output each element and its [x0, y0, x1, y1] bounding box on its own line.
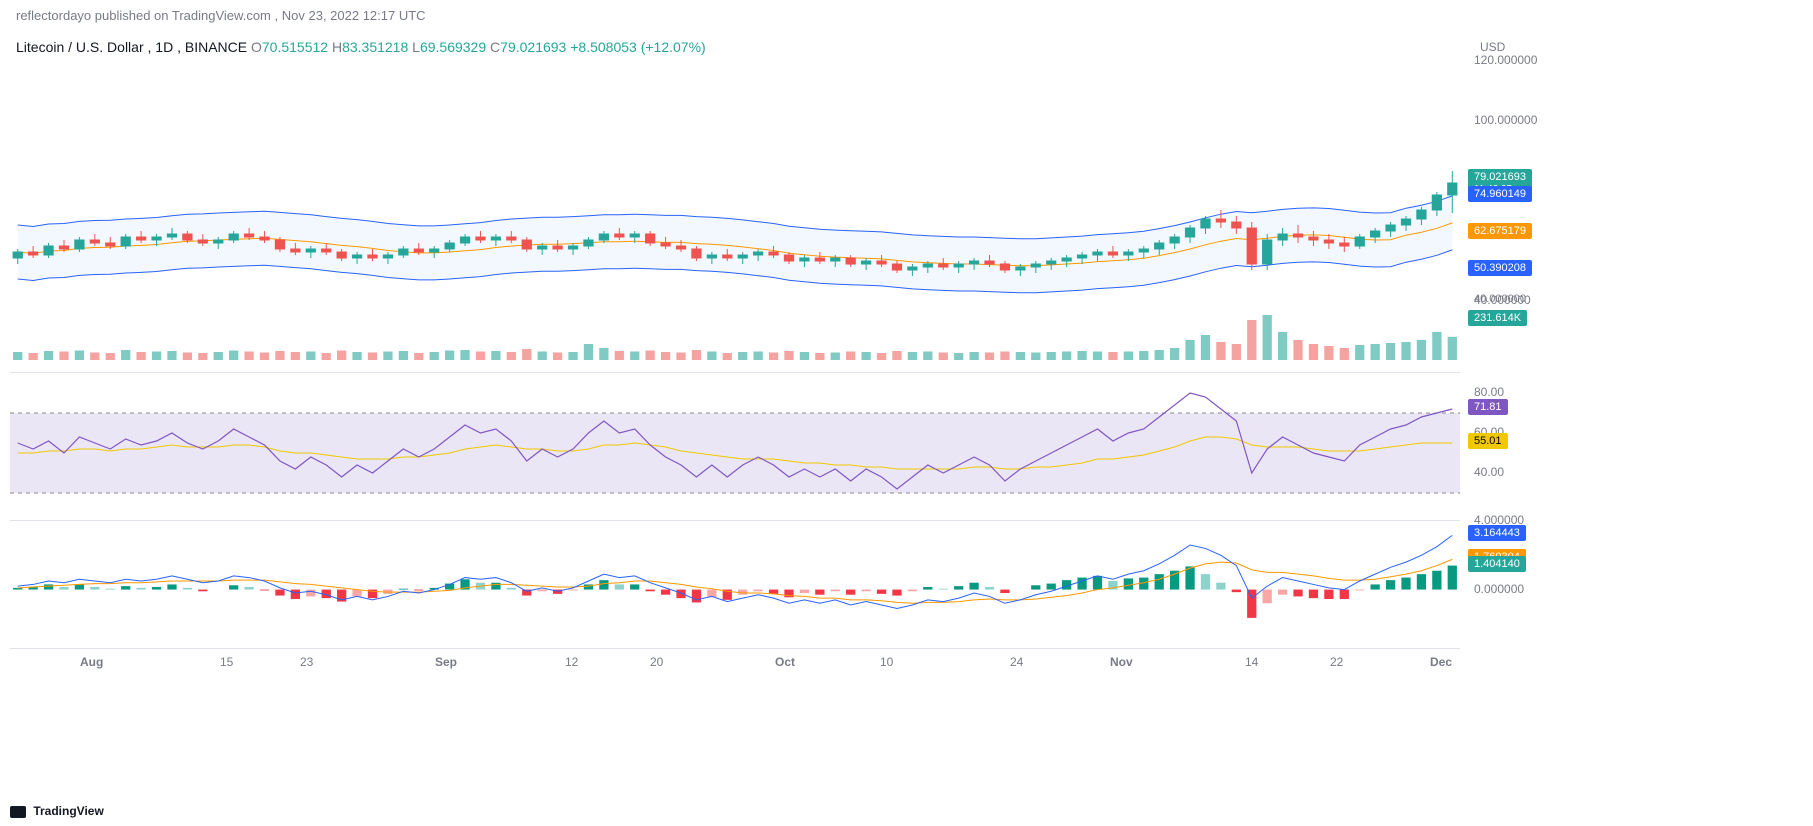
x-tick: Nov	[1110, 655, 1133, 669]
tradingview-icon	[10, 806, 26, 818]
macd-tag: 3.164443	[1468, 525, 1526, 541]
interval: 1D	[155, 39, 173, 55]
x-tick: Oct	[775, 655, 795, 669]
x-tick: 22	[1330, 655, 1343, 669]
pair-name: Litecoin / U.S. Dollar	[16, 39, 144, 55]
rsi-tag: 71.81	[1468, 399, 1508, 415]
publish-date: Nov 23, 2022 12:17 UTC	[282, 8, 426, 23]
x-tick: 24	[1010, 655, 1023, 669]
x-tick: 23	[300, 655, 313, 669]
macd-panel[interactable]	[10, 520, 1460, 640]
ohlc-close: 79.021693	[500, 39, 566, 55]
chart-title-bar: Litecoin / U.S. Dollar , 1D , BINANCE O7…	[0, 31, 1813, 63]
change-abs: +8.508053	[570, 39, 637, 55]
price-tag: 74.960149	[1468, 186, 1532, 202]
publisher: reflectordayo	[16, 8, 91, 23]
x-tick: Dec	[1430, 655, 1452, 669]
footer-logo: TradingView	[10, 804, 104, 818]
x-tick: 15	[220, 655, 233, 669]
x-tick: 20	[650, 655, 663, 669]
y-axis-currency: USD	[1480, 40, 1505, 54]
x-tick: 14	[1245, 655, 1258, 669]
price-tag: 50.390208	[1468, 260, 1532, 276]
site: TradingView.com	[172, 8, 271, 23]
macd-hist-tag: 1.404140	[1468, 556, 1526, 572]
x-tick: Aug	[80, 655, 103, 669]
macd-axis: 0.0000004.0000003.1644431.7603041.404140	[1468, 520, 1548, 640]
x-tick: 12	[565, 655, 578, 669]
publish-header: reflectordayo published on TradingView.c…	[0, 0, 1813, 31]
rsi-ma-tag: 55.01	[1468, 433, 1508, 449]
volume-tag: 231.614K	[1468, 310, 1527, 326]
price-tag: 40.000000	[1468, 291, 1532, 307]
price-tag: 62.675179	[1468, 223, 1532, 239]
exchange: BINANCE	[185, 39, 247, 55]
ohlc-low: 69.569329	[420, 39, 486, 55]
main-price-panel[interactable]	[10, 60, 1460, 360]
x-axis: Aug 15 23 Sep 12 20 Oct 10 24 Nov 14 22 Dec	[10, 648, 1460, 678]
rsi-axis: 40.0060.0080.0071.8155.01	[1468, 372, 1548, 512]
x-tick: 10	[880, 655, 893, 669]
change-pct: +12.07%	[645, 39, 701, 55]
ohlc-open: 70.515512	[262, 39, 328, 55]
ohlc-high: 83.351218	[342, 39, 408, 55]
x-tick: Sep	[435, 655, 457, 669]
rsi-panel[interactable]	[10, 372, 1460, 512]
